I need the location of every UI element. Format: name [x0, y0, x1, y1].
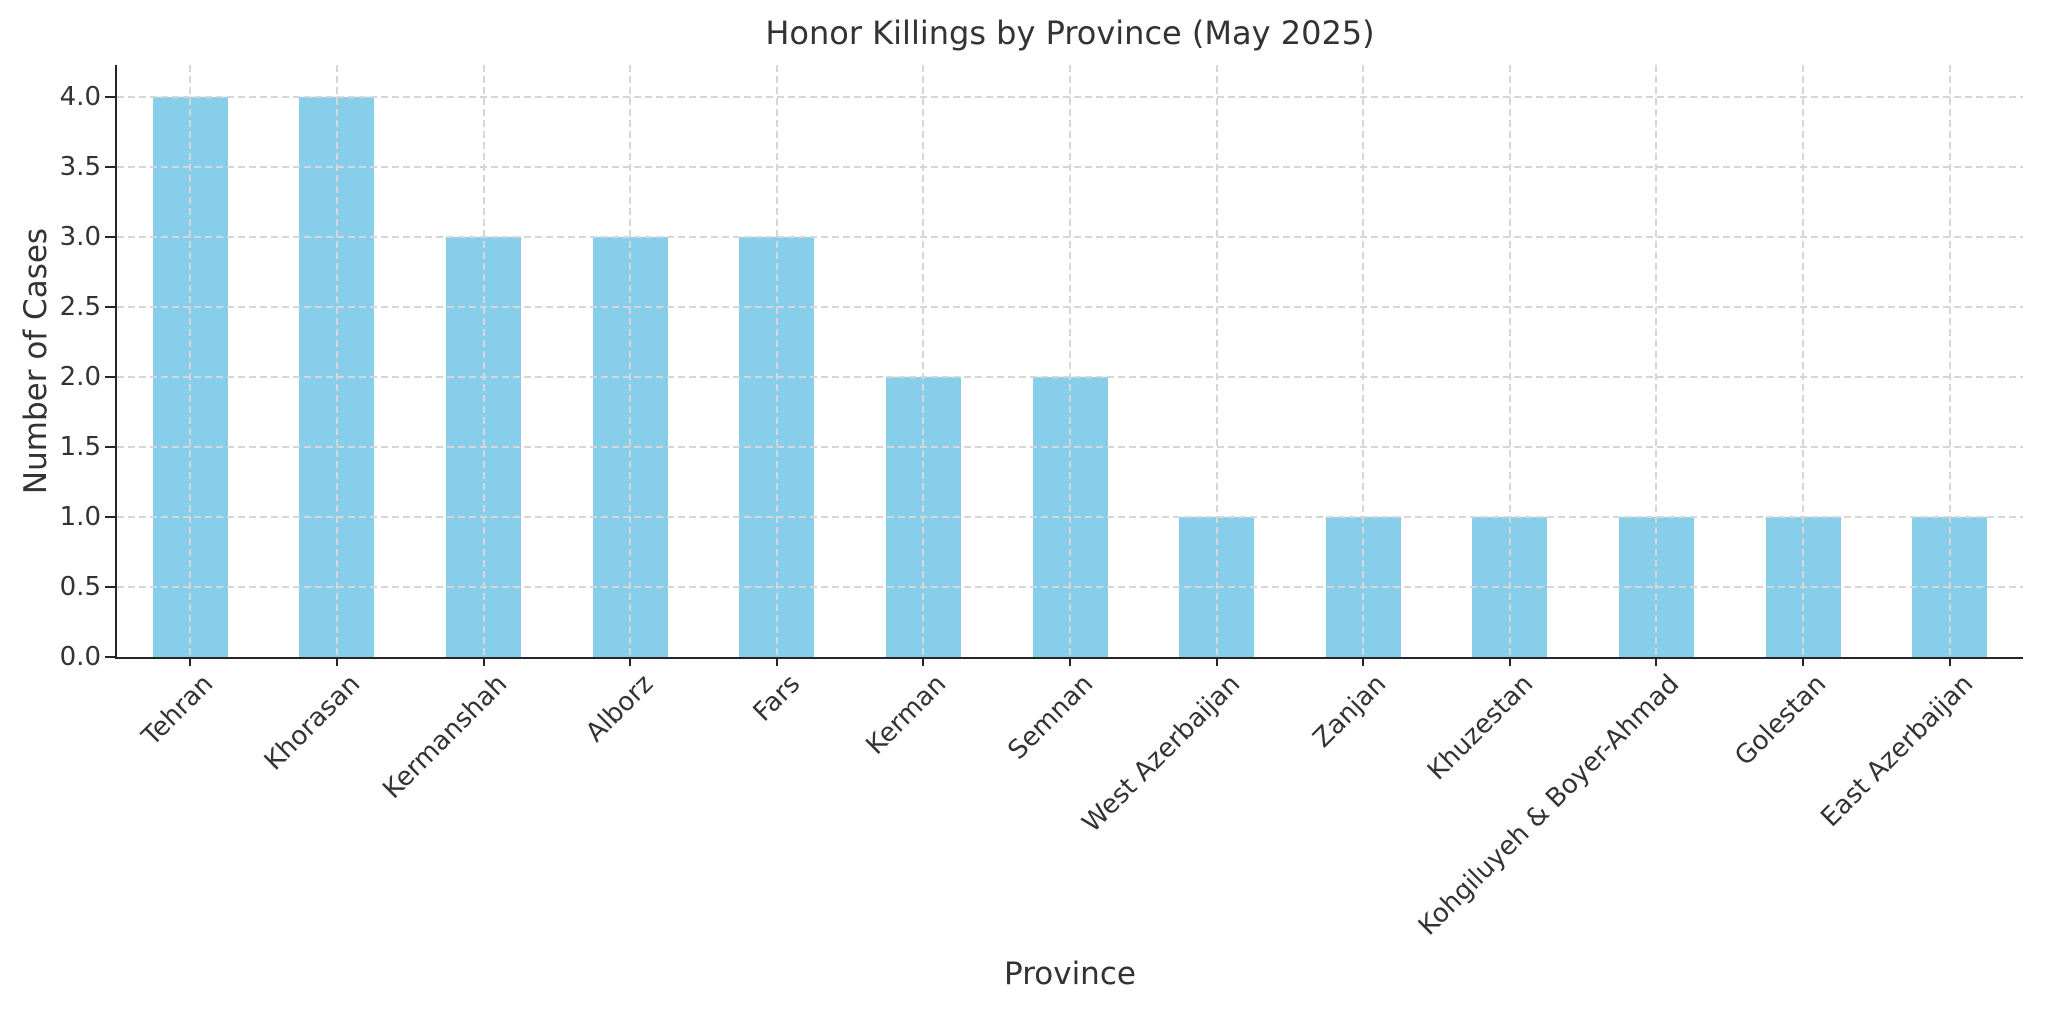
x-tick-label: Kermanshah [376, 669, 513, 805]
x-tick-label: East Azerbaijan [1815, 669, 1979, 833]
y-tick-label: 1.0 [59, 502, 101, 533]
y-tick-label: 3.0 [59, 222, 101, 253]
x-tick-label: Golestan [1729, 669, 1833, 772]
x-tick-label: Zanjan [1307, 669, 1393, 754]
x-gridline [1948, 65, 1951, 657]
x-tick-label: West Azerbaijan [1076, 669, 1246, 839]
x-tick-mark [189, 657, 192, 666]
x-tick-mark [1802, 657, 1805, 666]
x-gridline [1802, 65, 1805, 657]
x-gridline [629, 65, 632, 657]
x-tick-mark [775, 657, 778, 666]
x-tick-mark [629, 657, 632, 666]
x-gridline [1508, 65, 1511, 657]
y-tick-mark [105, 516, 117, 519]
x-gridline [335, 65, 338, 657]
x-tick-label: Khuzestan [1421, 669, 1540, 787]
x-tick-mark [922, 657, 925, 666]
chart-title: Honor Killings by Province (May 2025) [765, 14, 1375, 52]
x-gridline [1215, 65, 1218, 657]
x-axis-spine [115, 657, 2023, 659]
x-tick-label: Tehran [136, 669, 220, 752]
y-tick-label: 0.5 [59, 572, 101, 603]
x-tick-label: Kerman [860, 669, 953, 761]
x-tick-label: Kohgiluyeh & Boyer-Ahmad [1413, 669, 1686, 942]
x-tick-mark [1215, 657, 1218, 666]
x-gridline [482, 65, 485, 657]
x-gridline [775, 65, 778, 657]
y-tick-mark [105, 236, 117, 239]
x-tick-mark [1362, 657, 1365, 666]
y-tick-mark [105, 656, 117, 658]
y-axis-spine [115, 65, 117, 659]
y-tick-mark [105, 446, 117, 449]
y-tick-mark [105, 586, 117, 589]
y-tick-label: 1.5 [59, 432, 101, 463]
x-tick-label: Semnan [1002, 669, 1100, 766]
x-tick-mark [482, 657, 485, 666]
y-tick-mark [105, 96, 117, 99]
x-axis-label: Province [1004, 956, 1136, 992]
y-tick-label: 2.5 [59, 292, 101, 323]
y-tick-label: 4.0 [59, 82, 101, 113]
x-tick-label: Alborz [580, 669, 660, 749]
x-gridline [189, 65, 192, 657]
x-gridline [1362, 65, 1365, 657]
x-gridline [1655, 65, 1658, 657]
y-tick-label: 3.5 [59, 152, 101, 183]
x-tick-label: Fars [747, 669, 806, 728]
y-tick-mark [105, 376, 117, 379]
x-tick-mark [335, 657, 338, 666]
x-tick-label: Khorasan [258, 669, 367, 777]
y-tick-label: 2.0 [59, 362, 101, 393]
y-tick-mark [105, 306, 117, 309]
x-tick-mark [1655, 657, 1658, 666]
x-gridline [922, 65, 925, 657]
x-tick-mark [1069, 657, 1071, 666]
x-tick-mark [1948, 657, 1951, 666]
x-tick-mark [1508, 657, 1511, 666]
x-gridline [1069, 65, 1071, 657]
y-tick-label: 0.0 [59, 642, 101, 672]
y-tick-mark [105, 166, 117, 169]
